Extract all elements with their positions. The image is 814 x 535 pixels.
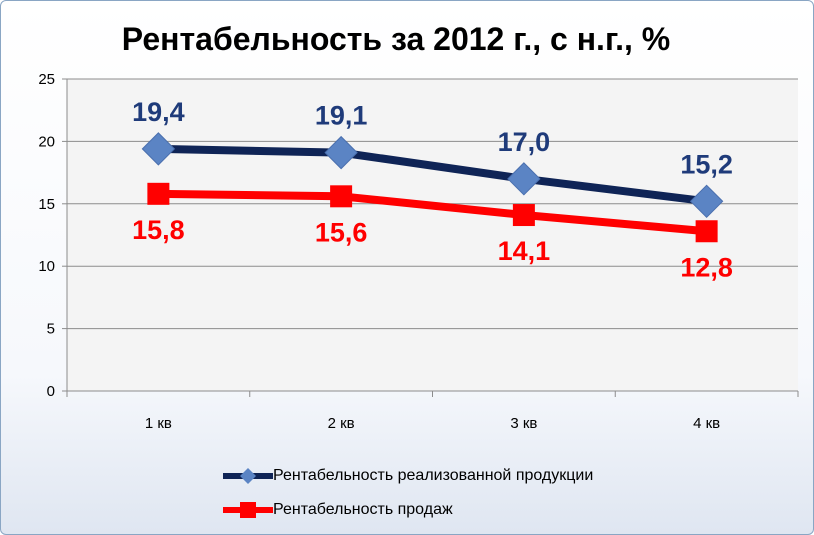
plot-area [67,79,798,391]
data-label: 15,8 [132,215,185,245]
legend-marker-square [240,502,256,518]
data-point-square [330,185,353,208]
x-tick-label: 2 кв [328,415,355,432]
legend-item-series-1: Рентабельность реализованной продукции [223,459,593,493]
data-point-diamond [324,135,358,170]
legend-label: Рентабельность реализованной продукции [273,467,594,484]
data-point-square [147,182,170,205]
data-point-square [695,220,718,243]
data-point-diamond [507,162,541,196]
y-tick-label: 0 [47,383,55,400]
data-label: 12,8 [680,252,733,282]
y-tick-label: 15 [38,196,55,213]
data-label: 15,2 [680,149,733,179]
legend-label: Рентабельность продаж [273,501,453,518]
series-line-2 [154,189,711,236]
x-tick-label: 3 кв [510,415,537,432]
data-point-diamond [689,184,724,219]
data-label: 17,0 [498,127,551,157]
legend-swatch-square [223,500,273,520]
legend-swatch-diamond [223,466,273,486]
chart-title: Рентабельность за 2012 г., с н.г., % [121,21,671,57]
y-tick-label: 10 [38,258,55,275]
series-line-1 [154,144,711,206]
y-tick-label: 25 [38,71,55,88]
legend: Рентабельность реализованной продукции Р… [223,459,593,527]
y-tick-label: 20 [38,133,55,150]
x-tick-label: 4 кв [693,415,720,432]
data-label: 19,1 [315,101,368,131]
data-label: 19,4 [132,97,185,127]
x-tick-label: 1 кв [145,415,172,432]
legend-item-series-2: Рентабельность продаж [223,493,593,527]
data-label: 14,1 [498,236,551,266]
legend-marker-diamond [240,468,256,484]
data-point-square [512,204,535,227]
data-label: 15,6 [315,217,368,247]
y-tick-label: 5 [47,321,55,338]
data-point-diamond [141,132,176,166]
